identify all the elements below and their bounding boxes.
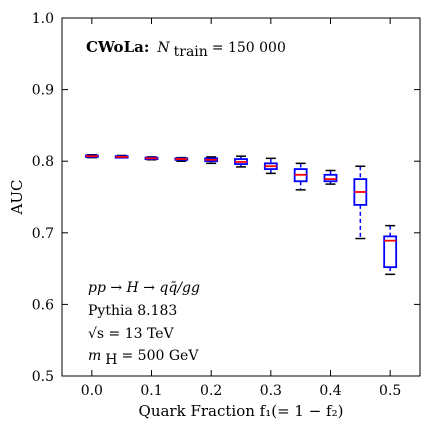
y-tick-label: 0.8	[32, 154, 54, 170]
y-tick-label: 0.7	[32, 226, 54, 242]
y-tick-label: 0.9	[32, 83, 54, 99]
box-0.15	[174, 156, 189, 162]
boxes-group	[84, 154, 398, 276]
x-tick-label: 0.5	[379, 383, 401, 399]
x-tick-label: 0.4	[319, 383, 341, 399]
y-axis-label: AUC	[8, 180, 26, 216]
x-tick-label: 0.3	[260, 383, 282, 399]
y-axis-ticks: 0.5 0.6 0.7 0.8 0.9 1.0	[32, 11, 420, 385]
box-0.45	[353, 165, 368, 240]
box-0.35	[293, 162, 308, 191]
annotation-sqrt-s: √s = 13 TeV	[88, 326, 175, 342]
x-tick-label: 0.1	[140, 383, 162, 399]
box-0.25	[234, 155, 248, 168]
box-0.00	[84, 154, 99, 159]
plot-area	[61, 17, 421, 377]
annotation-mass: m H = 500 GeV	[88, 347, 199, 368]
box-0.40	[323, 169, 338, 185]
box-0.05	[114, 154, 129, 159]
box-0.50	[383, 224, 398, 276]
y-tick-label: 0.5	[32, 369, 54, 385]
box-0.20	[204, 156, 219, 165]
x-tick-label: 0.2	[200, 383, 222, 399]
y-tick-label: 1.0	[32, 11, 54, 27]
annotation-top: CWoLa: N train = 150 000	[86, 38, 286, 60]
x-axis-ticks: 0.0 0.1 0.2 0.3 0.4 0.5	[81, 18, 401, 399]
box-iqr	[323, 173, 338, 183]
x-tick-label: 0.0	[81, 383, 103, 399]
box-iqr	[383, 235, 398, 269]
x-axis-label: Quark Fraction f₁(= 1 − f₂)	[139, 402, 344, 420]
y-tick-label: 0.6	[32, 297, 54, 313]
annotation-generator: Pythia 8.183	[88, 303, 177, 319]
annotation-process: pp → H → qq̄/gg	[88, 280, 200, 296]
box-0.10	[144, 156, 159, 161]
box-0.30	[263, 157, 278, 175]
